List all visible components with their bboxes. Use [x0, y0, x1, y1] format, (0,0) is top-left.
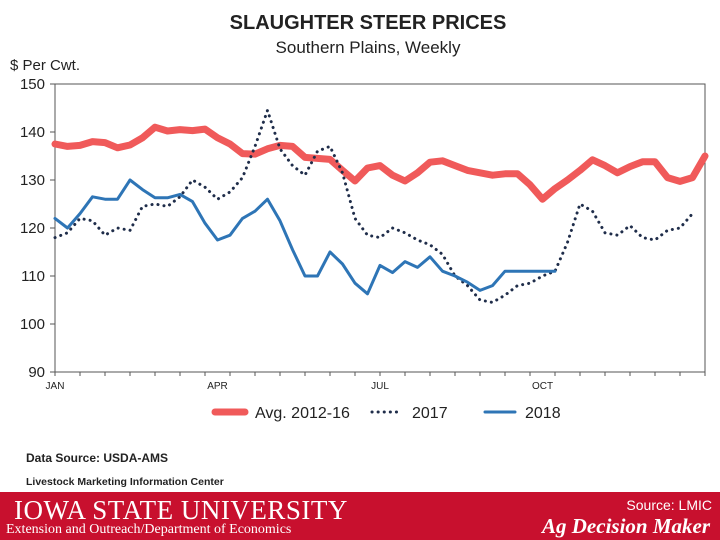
series-line [53, 178, 557, 296]
y-tick-label: 90 [28, 364, 45, 381]
y-tick-label: 100 [20, 316, 45, 333]
legend-label: Avg. 2012-16 [255, 405, 350, 422]
data-source-note: Data Source: USDA-AMS [26, 451, 168, 465]
y-axis-label: $ Per Cwt. [10, 57, 80, 74]
y-tick-label: 140 [20, 124, 45, 141]
legend: Avg. 2012-16 2017 2018 [211, 405, 561, 422]
footer-bar: IOWA STATE UNIVERSITY Extension and Outr… [0, 492, 720, 540]
legend-label: 2018 [525, 405, 561, 422]
x-tick-label: JUL [371, 381, 389, 392]
x-tick-label: APR [207, 381, 228, 392]
series-line [53, 108, 694, 304]
ag-decision-maker-brand: Ag Decision Maker [542, 514, 710, 538]
source-label: Source: LMIC [626, 497, 712, 513]
chart-subtitle: Southern Plains, Weekly [276, 38, 461, 57]
x-tick-label: OCT [532, 381, 553, 392]
x-tick-label: JAN [46, 381, 65, 392]
department-label: Extension and Outreach/Department of Eco… [6, 522, 292, 537]
y-tick-label: 120 [20, 220, 45, 237]
lmic-credit: Livestock Marketing Information Center [26, 476, 224, 488]
y-tick-label: 150 [20, 76, 45, 93]
y-tick-label: 110 [21, 268, 45, 285]
chart-title: SLAUGHTER STEER PRICES [230, 12, 507, 34]
y-axis: 90 100 110 120 130 140 150 [20, 76, 55, 381]
series-line [51, 123, 709, 203]
chart: SLAUGHTER STEER PRICES Southern Plains, … [10, 12, 709, 488]
isu-wordmark: IOWA STATE UNIVERSITY [14, 495, 348, 525]
x-axis: JAN APR JUL OCT [46, 372, 706, 392]
y-tick-label: 130 [20, 172, 45, 189]
series-lines [51, 108, 709, 304]
legend-label: 2017 [412, 405, 448, 422]
